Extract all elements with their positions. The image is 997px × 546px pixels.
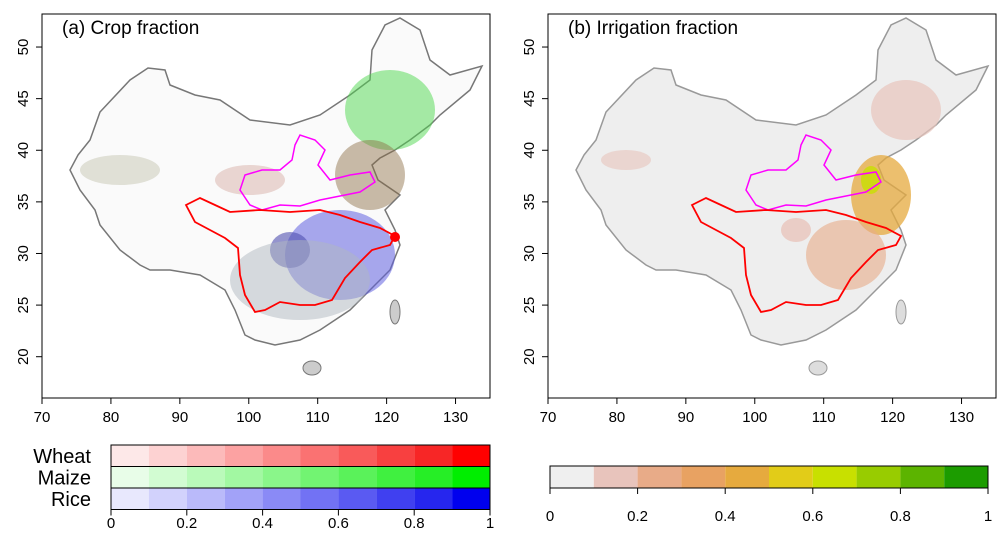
y-tick-label: 20 — [15, 348, 32, 365]
map-irrigation — [575, 17, 989, 376]
colorbar-tick-label: 1 — [984, 508, 992, 525]
colorbar-tick-label: 0.8 — [404, 515, 425, 532]
x-tick-label: 70 — [540, 409, 557, 426]
colorbar-tick-label: 0 — [546, 508, 554, 525]
x-tick-label: 100 — [236, 409, 261, 426]
colorbar-cell — [262, 466, 301, 488]
colorbar-cell — [262, 445, 301, 467]
colorbar-cell — [550, 466, 594, 488]
colorbar-tick-label: 0.6 — [328, 515, 349, 532]
colorbar-cell — [148, 445, 187, 467]
y-tick-label: 25 — [521, 297, 538, 314]
colorbar-cell — [856, 466, 901, 488]
x-tick-label: 130 — [443, 409, 468, 426]
colorbar-row-label: Wheat — [33, 446, 91, 468]
colorbar-row-label: Maize — [38, 467, 91, 489]
panel-title: (b) Irrigation fraction — [568, 18, 738, 39]
map-crop — [69, 17, 483, 376]
colorbar-cell — [148, 466, 187, 488]
y-tick-label: 40 — [521, 142, 538, 159]
colorbar-cell — [414, 488, 453, 510]
colorbar-cell — [224, 445, 263, 467]
colorbar-cell — [452, 488, 490, 510]
colorbar-cell — [186, 488, 225, 510]
colorbar-row-label: Rice — [51, 489, 91, 511]
colorbar-tick-label: 0 — [107, 515, 115, 532]
colorbar-cell — [725, 466, 769, 488]
x-tick-label: 120 — [880, 409, 905, 426]
colorbar-frame — [110, 487, 491, 510]
colorbar-cell — [300, 445, 339, 467]
colorbar-cell — [414, 466, 453, 488]
colorbar-cell — [338, 488, 377, 510]
y-tick-label: 30 — [15, 245, 32, 262]
colorbar-tick-label: 0.2 — [176, 515, 197, 532]
colorbar-cell — [148, 488, 187, 510]
colorbar-tick-label: 0.8 — [890, 508, 911, 525]
colorbar-cell — [452, 466, 490, 488]
y-tick-label: 40 — [15, 142, 32, 159]
y-tick-label: 20 — [521, 348, 538, 365]
colorbar-cell — [593, 466, 638, 488]
colorbar-tick-label: 0.6 — [802, 508, 823, 525]
colorbar-cell — [900, 466, 945, 488]
colorbar-cell — [262, 488, 301, 510]
colorbar-cell — [812, 466, 857, 488]
plot-frame — [41, 13, 491, 399]
colorbar-cell — [186, 445, 225, 467]
colorbar-cell — [186, 466, 225, 488]
panel-title: (a) Crop fraction — [62, 18, 199, 39]
colorbar-cell — [414, 445, 453, 467]
x-tick-label: 100 — [742, 409, 767, 426]
colorbar-tick-label: 0.4 — [715, 508, 736, 525]
x-tick-label: 130 — [949, 409, 974, 426]
x-tick-label: 80 — [103, 409, 120, 426]
colorbar-cell — [376, 466, 415, 488]
colorbar-cell — [300, 488, 339, 510]
y-tick-label: 45 — [521, 90, 538, 107]
x-tick-label: 110 — [306, 409, 330, 426]
x-tick-label: 70 — [34, 409, 51, 426]
x-tick-label: 90 — [172, 409, 189, 426]
y-tick-label: 50 — [15, 39, 32, 56]
y-tick-label: 35 — [15, 194, 32, 211]
x-tick-label: 110 — [812, 409, 836, 426]
colorbar-cell — [111, 466, 149, 488]
y-tick-label: 45 — [15, 90, 32, 107]
colorbar-frame — [549, 465, 989, 489]
y-tick-label: 25 — [15, 297, 32, 314]
colorbar-cell — [338, 466, 377, 488]
colorbar-cell — [300, 466, 339, 488]
colorbar-cell — [376, 445, 415, 467]
colorbar-cell — [637, 466, 682, 488]
x-tick-label: 120 — [374, 409, 399, 426]
colorbar-cell — [338, 445, 377, 467]
y-tick-label: 30 — [521, 245, 538, 262]
colorbar-cell — [681, 466, 726, 488]
colorbar-tick-label: 0.4 — [252, 515, 273, 532]
y-tick-label: 35 — [521, 194, 538, 211]
colorbar-cell — [111, 488, 149, 510]
colorbar-cell — [224, 466, 263, 488]
y-tick-label: 50 — [521, 39, 538, 56]
x-tick-label: 90 — [678, 409, 695, 426]
colorbar-tick-label: 0.2 — [627, 508, 648, 525]
colorbar-cell — [376, 488, 415, 510]
colorbar-cell — [111, 445, 149, 467]
colorbar-tick-label: 1 — [486, 515, 494, 532]
colorbar-cell — [944, 466, 988, 488]
colorbar-cell — [769, 466, 813, 488]
colorbar-cell — [452, 445, 490, 467]
plot-frame — [547, 13, 997, 399]
x-tick-label: 80 — [609, 409, 626, 426]
colorbar-cell — [224, 488, 263, 510]
